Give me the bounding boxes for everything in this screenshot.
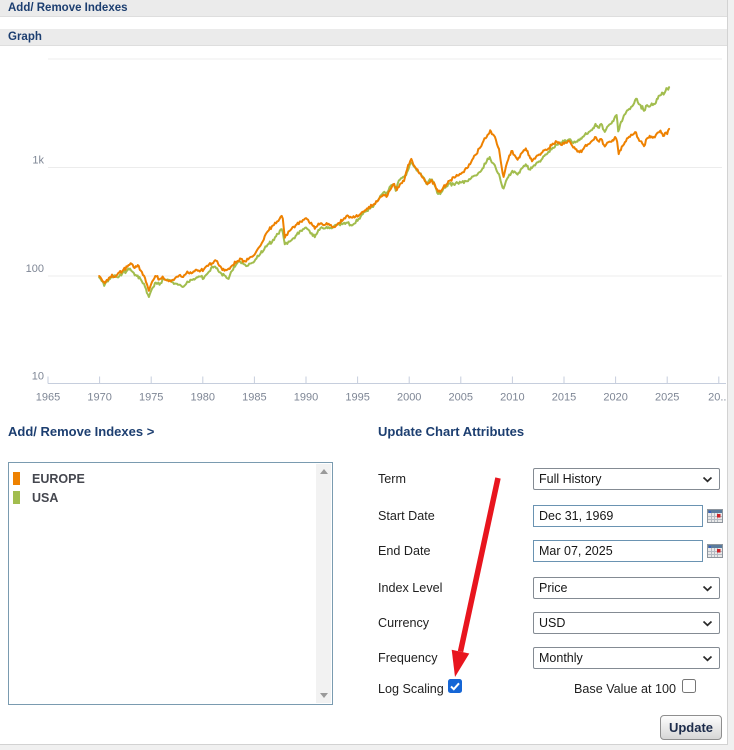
- term-select[interactable]: Full History: [533, 468, 720, 490]
- x-tick-label: 2025: [655, 392, 679, 404]
- frequency-select[interactable]: Monthly: [533, 647, 720, 669]
- scroll-down-icon[interactable]: [320, 693, 328, 698]
- y-tick-label: 10: [32, 371, 44, 383]
- currency-select[interactable]: USD: [533, 612, 720, 634]
- end-date-input[interactable]: Mar 07, 2025: [533, 540, 703, 562]
- legend-swatch: [13, 472, 20, 485]
- start-date-label: Start Date: [378, 509, 435, 523]
- index-listbox[interactable]: EUROPE USA: [8, 462, 333, 705]
- chevron-down-icon: [702, 476, 713, 482]
- chevron-down-icon: [702, 620, 713, 626]
- y-tick-label: 100: [26, 263, 44, 275]
- x-tick-label: 20...: [708, 392, 728, 404]
- term-label: Term: [378, 472, 406, 486]
- form-row: Currency USD: [0, 612, 727, 634]
- frequency-label: Frequency: [378, 651, 438, 665]
- form-row: Frequency Monthly: [0, 647, 727, 669]
- chevron-down-icon: [702, 655, 713, 661]
- section-header-graph-label: Graph: [8, 31, 42, 43]
- add-remove-indexes-link[interactable]: Add/ Remove Indexes >: [8, 424, 155, 439]
- form-row: Term Full History: [0, 468, 727, 490]
- x-tick-label: 1990: [294, 392, 318, 404]
- index-list-item[interactable]: USA: [9, 488, 316, 507]
- section-header-graph[interactable]: Graph: [0, 29, 727, 46]
- series-line-usa: [98, 86, 671, 298]
- index-chart: 1k 100 10 1965 1970 1975 1980 1985 1990 1995 2000 2…: [26, 58, 728, 404]
- currency-label: Currency: [378, 616, 430, 630]
- calendar-icon[interactable]: [707, 509, 723, 523]
- legend-label: EUROPE: [32, 471, 85, 486]
- section-header-add-remove[interactable]: Add/ Remove Indexes: [0, 0, 727, 17]
- legend-label: USA: [32, 490, 59, 505]
- base-value-label: Base Value at 100: [574, 682, 676, 696]
- end-date-label: End Date: [378, 544, 431, 558]
- y-tick-label: 1k: [32, 155, 44, 167]
- calendar-icon[interactable]: [707, 544, 723, 558]
- selected-value: Monthly: [539, 651, 583, 665]
- log-scaling-label: Log Scaling: [378, 682, 444, 696]
- scroll-up-icon[interactable]: [320, 469, 328, 474]
- chart-attributes-title: Update Chart Attributes: [378, 424, 525, 439]
- x-tick-label: 1975: [139, 392, 163, 404]
- index-level-label: Index Level: [378, 581, 443, 595]
- x-tick-label: 1985: [242, 392, 266, 404]
- x-tick-label: 2000: [397, 392, 421, 404]
- x-tick-label: 2015: [552, 392, 576, 404]
- listbox-scrollbar[interactable]: [316, 464, 331, 703]
- base-value-checkbox[interactable]: [682, 679, 696, 693]
- index-list-item[interactable]: EUROPE: [9, 469, 316, 488]
- form-row: End Date Mar 07, 2025: [0, 540, 727, 562]
- x-tick-label: 2010: [500, 392, 524, 404]
- start-date-input[interactable]: Dec 31, 1969: [533, 505, 703, 527]
- series-line-europe: [98, 127, 671, 292]
- x-tick-label: 1995: [345, 392, 369, 404]
- section-header-add-remove-label: Add/ Remove Indexes: [8, 2, 128, 14]
- log-scaling-checkbox[interactable]: [448, 679, 462, 693]
- chevron-down-icon: [702, 585, 713, 591]
- x-tick-label: 2020: [603, 392, 627, 404]
- x-tick-label: 2005: [449, 392, 473, 404]
- selected-value: USD: [539, 616, 566, 630]
- form-row: Start Date Dec 31, 1969: [0, 505, 727, 527]
- x-tick-label: 1980: [191, 392, 215, 404]
- x-tick-label: 1965: [36, 392, 60, 404]
- update-button[interactable]: Update: [660, 715, 722, 740]
- selected-value: Full History: [539, 472, 602, 486]
- x-tick-label: 1970: [87, 392, 111, 404]
- selected-value: Price: [539, 581, 568, 595]
- legend-swatch: [13, 491, 20, 504]
- index-level-select[interactable]: Price: [533, 577, 720, 599]
- checkmark-icon: [450, 682, 460, 691]
- form-row: Index Level Price: [0, 577, 727, 599]
